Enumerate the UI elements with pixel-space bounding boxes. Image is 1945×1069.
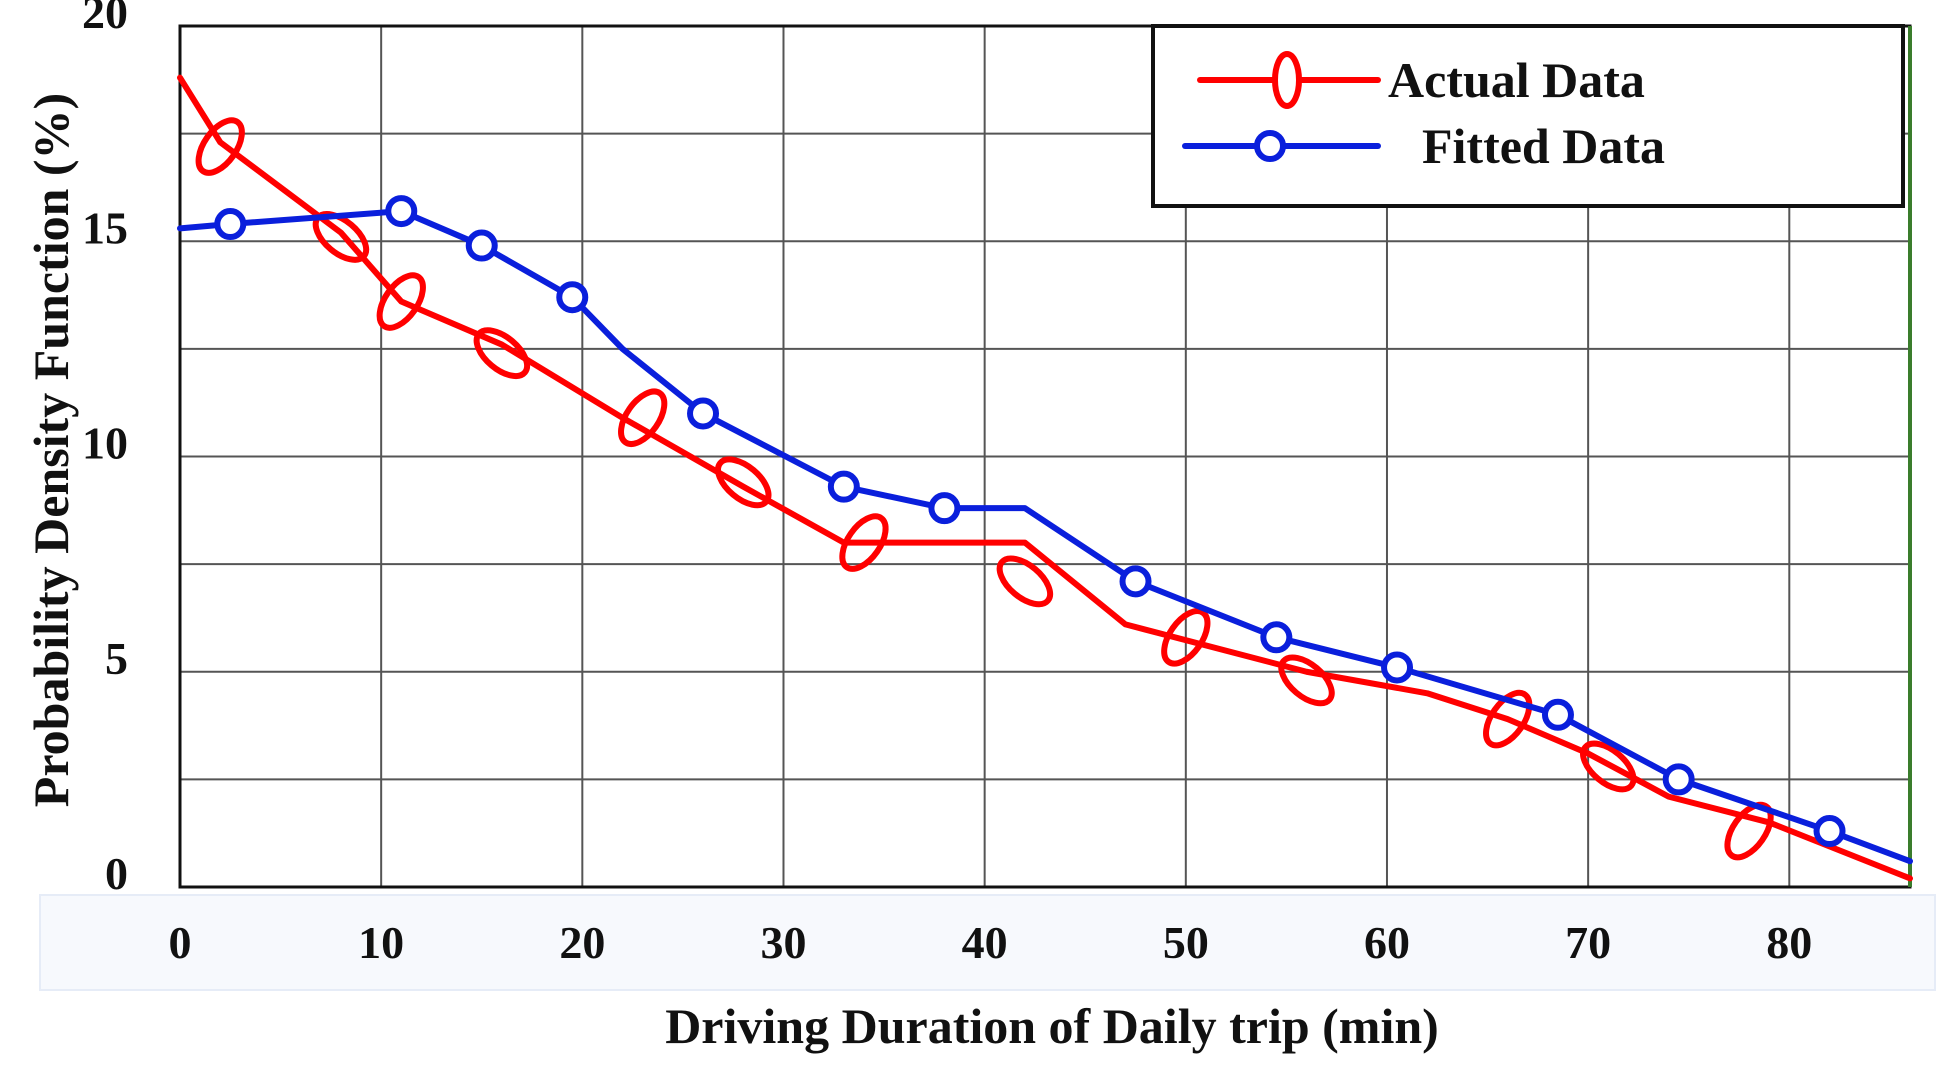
data-point bbox=[556, 281, 589, 314]
y-tick-label: 5 bbox=[105, 633, 128, 684]
data-point bbox=[376, 272, 426, 331]
data-point bbox=[1662, 763, 1695, 796]
data-point bbox=[1580, 740, 1637, 793]
data-point bbox=[214, 208, 247, 241]
data-point bbox=[996, 555, 1054, 608]
legend-box bbox=[1151, 24, 1905, 208]
series-layer bbox=[177, 74, 1913, 882]
legend: Actual Data Fitted Data bbox=[1151, 24, 1905, 208]
data-point bbox=[1278, 654, 1335, 707]
x-tick-label: 40 bbox=[962, 917, 1008, 968]
legend-marker-fitted bbox=[1254, 130, 1286, 162]
data-point bbox=[1724, 801, 1774, 861]
series-line bbox=[177, 74, 1913, 882]
data-point bbox=[715, 456, 772, 509]
legend-marker-actual bbox=[1272, 51, 1302, 109]
data-point bbox=[473, 327, 531, 380]
data-point bbox=[465, 229, 498, 262]
y-tick-label: 15 bbox=[82, 202, 128, 253]
series-fitted-data bbox=[177, 195, 1913, 865]
legend-label-actual: Actual Data bbox=[1388, 52, 1645, 108]
series-actual-data bbox=[177, 74, 1913, 882]
data-point bbox=[1260, 621, 1293, 654]
data-point bbox=[1813, 815, 1846, 848]
data-point bbox=[1541, 698, 1574, 731]
y-tick-label: 0 bbox=[105, 848, 128, 899]
data-point bbox=[1119, 565, 1152, 598]
x-tick-label: 70 bbox=[1565, 917, 1611, 968]
data-point bbox=[618, 388, 668, 447]
legend-label-fitted: Fitted Data bbox=[1422, 118, 1665, 174]
x-axis-tick-labels: 0 10 20 30 40 50 60 70 80 bbox=[169, 917, 1813, 968]
legend-item-actual: Actual Data bbox=[1197, 51, 1645, 109]
x-tick-label: 80 bbox=[1766, 917, 1812, 968]
series-line bbox=[177, 208, 1913, 865]
y-tick-label: 20 bbox=[82, 0, 128, 38]
x-axis-title: Driving Duration of Daily trip (min) bbox=[665, 998, 1439, 1054]
data-point bbox=[1381, 651, 1414, 684]
y-tick-label: 10 bbox=[82, 418, 128, 469]
data-point bbox=[1161, 608, 1211, 667]
data-point bbox=[195, 117, 245, 176]
x-tick-label: 0 bbox=[169, 917, 192, 968]
x-tick-label: 20 bbox=[559, 917, 605, 968]
data-point bbox=[385, 195, 418, 228]
x-tick-label: 30 bbox=[760, 917, 806, 968]
data-point bbox=[839, 513, 889, 572]
x-tick-label: 50 bbox=[1163, 917, 1209, 968]
data-point bbox=[687, 397, 720, 430]
data-point bbox=[1483, 689, 1533, 749]
y-axis-title: Probability Density Function (%) bbox=[23, 93, 79, 807]
x-tick-band bbox=[39, 894, 1936, 991]
legend-item-fitted: Fitted Data bbox=[1182, 118, 1665, 174]
data-point bbox=[928, 492, 961, 525]
data-point bbox=[827, 470, 860, 503]
y-axis-tick-labels: 0 5 10 15 20 bbox=[82, 0, 128, 899]
x-tick-label: 10 bbox=[358, 917, 404, 968]
x-tick-label: 60 bbox=[1364, 917, 1410, 968]
